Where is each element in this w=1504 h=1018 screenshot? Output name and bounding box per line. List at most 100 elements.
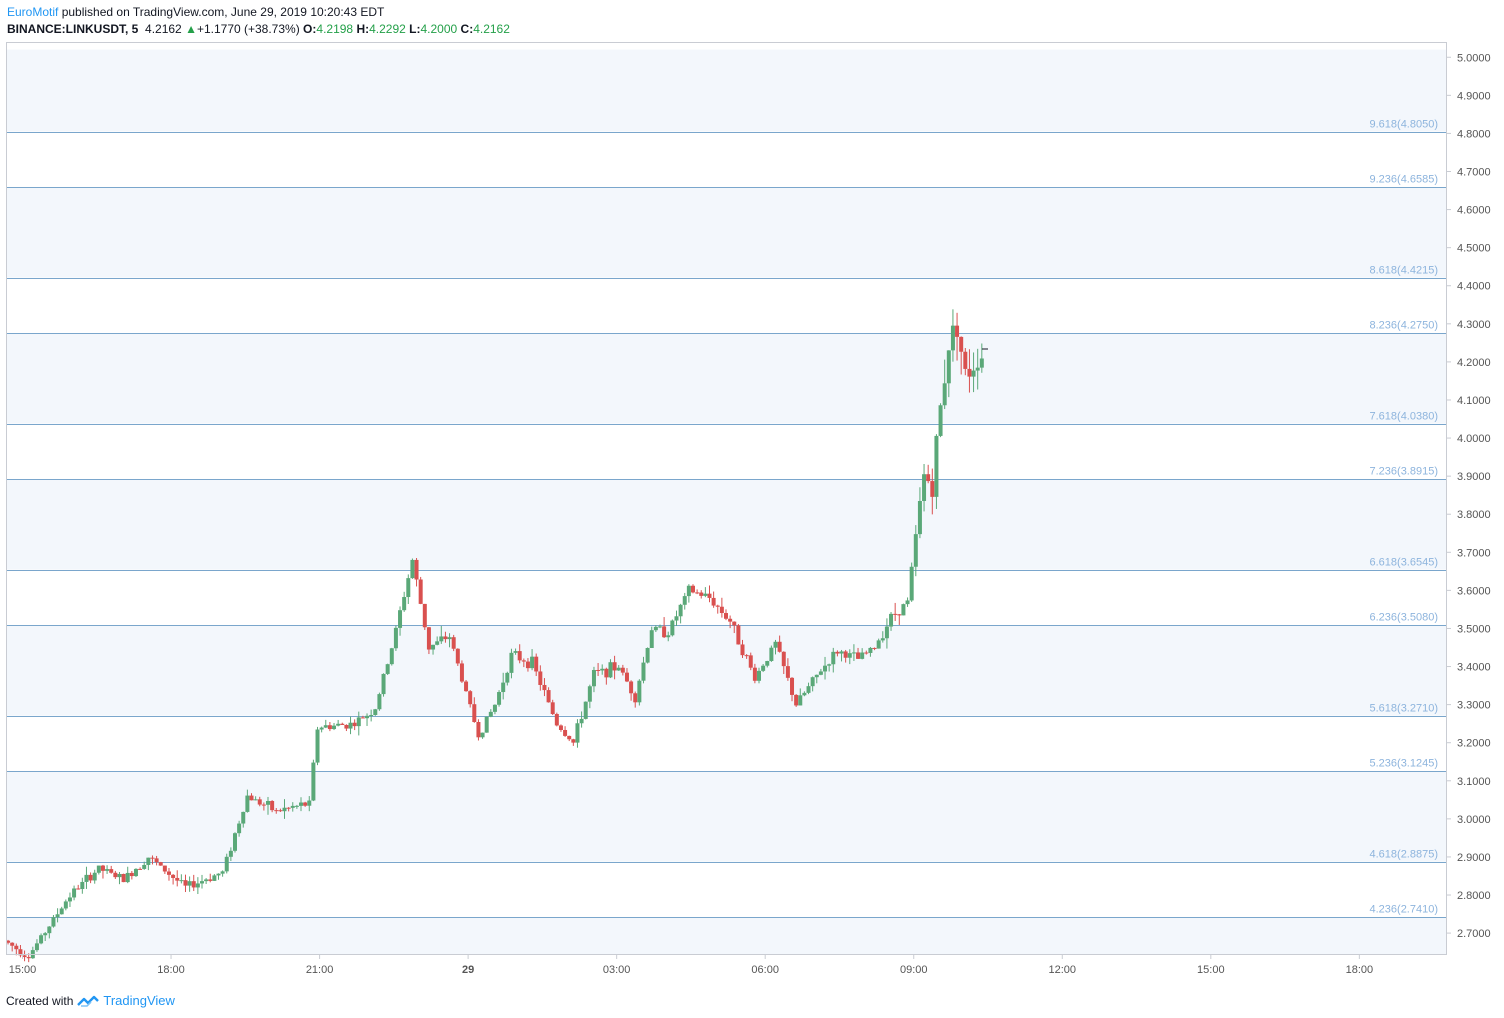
candle-body xyxy=(381,673,386,695)
candle xyxy=(278,808,283,812)
candle-body xyxy=(975,367,980,371)
candle xyxy=(794,694,799,707)
candle xyxy=(530,649,535,671)
candle xyxy=(439,625,444,644)
candle xyxy=(781,651,786,675)
candle-body xyxy=(488,711,493,717)
candle-body xyxy=(451,637,456,649)
candle xyxy=(14,943,19,956)
candle xyxy=(431,644,436,655)
candle xyxy=(327,721,332,732)
candle xyxy=(84,866,89,889)
up-arrow-icon: ▲ xyxy=(185,22,197,36)
candle xyxy=(166,868,171,881)
candle xyxy=(18,944,23,958)
fib-label-7.618: 7.618(4.0380) xyxy=(1370,411,1439,423)
candle xyxy=(290,802,295,812)
candle xyxy=(266,796,271,815)
candle-body xyxy=(497,692,502,705)
candle-body xyxy=(835,651,840,654)
price-axis[interactable]: 2.7000 2.8000 2.9000 3.0000 3.1000 3.2000 3.30… xyxy=(1446,52,1491,940)
candle xyxy=(946,350,951,398)
candle-body xyxy=(117,873,122,878)
high-value: 4.2292 xyxy=(369,22,406,36)
candle xyxy=(806,682,811,695)
candle xyxy=(241,811,246,828)
candle-body xyxy=(332,725,337,730)
candle-body xyxy=(843,651,848,658)
candle-body xyxy=(290,805,295,808)
candle xyxy=(195,877,200,895)
candle-body xyxy=(847,653,852,658)
candle xyxy=(575,719,580,748)
candle xyxy=(171,873,176,885)
candle-body xyxy=(752,667,757,681)
candle xyxy=(315,726,320,766)
candle-body xyxy=(624,672,629,682)
candle xyxy=(435,636,440,646)
symbol-legend: BINANCE:LINKUSDT, 5 4.2162 ▲+1.1770 (+38… xyxy=(7,22,510,36)
candle-body xyxy=(43,933,48,936)
candle-body xyxy=(773,641,778,648)
candle xyxy=(563,726,568,737)
candle-body xyxy=(728,618,733,622)
candle-body xyxy=(204,879,209,882)
candle xyxy=(422,603,427,630)
candle xyxy=(406,574,411,605)
fib-band-0 xyxy=(6,917,1446,954)
author-link[interactable]: EuroMotif xyxy=(7,5,59,19)
candle xyxy=(216,873,221,880)
candle xyxy=(323,719,328,729)
candle-body xyxy=(476,722,481,738)
candle-body xyxy=(897,614,902,616)
candle xyxy=(546,687,551,703)
candle-body xyxy=(171,874,176,878)
candle-body xyxy=(930,481,935,497)
candle-body xyxy=(922,474,927,501)
candle xyxy=(245,789,250,813)
candle-body xyxy=(674,616,679,621)
candle xyxy=(839,649,844,662)
candle xyxy=(410,558,415,579)
candle-body xyxy=(14,945,19,950)
last-price: 4.2162 xyxy=(145,22,182,36)
candle-body xyxy=(18,949,23,956)
candle-body xyxy=(257,799,262,805)
tradingview-brand[interactable]: TradingView xyxy=(103,993,175,1008)
candle-body xyxy=(942,383,947,406)
candle xyxy=(674,610,679,626)
fib-band-2 xyxy=(6,625,1446,716)
candle xyxy=(769,645,774,662)
candle-body xyxy=(868,647,873,653)
candle xyxy=(554,712,559,727)
candle xyxy=(641,656,646,684)
x-tick-label: 29 xyxy=(462,964,474,976)
candle-body xyxy=(851,652,856,654)
time-axis[interactable]: 15:00 18:00 21:00 29 03:00 06:00 09:00 12:00 15:… xyxy=(9,954,1373,976)
candle xyxy=(505,671,510,686)
candle xyxy=(864,650,869,655)
candle-body xyxy=(6,940,11,943)
candle xyxy=(810,676,815,692)
candle-body xyxy=(889,613,894,627)
candle xyxy=(872,647,877,651)
candle xyxy=(365,713,370,726)
candle-body xyxy=(323,725,328,728)
candle-body xyxy=(724,613,728,619)
candle xyxy=(690,584,695,594)
candle-body xyxy=(327,725,332,730)
candle xyxy=(34,939,39,952)
candle-body xyxy=(133,868,138,877)
candle-body xyxy=(695,592,700,594)
candle xyxy=(616,665,621,671)
candle xyxy=(790,677,795,702)
candle-body xyxy=(880,638,885,641)
candle xyxy=(913,525,918,577)
candle-body xyxy=(212,875,217,881)
candle xyxy=(47,926,52,939)
candles xyxy=(6,309,984,963)
candle xyxy=(950,309,955,362)
candle xyxy=(579,711,584,728)
candle xyxy=(728,615,733,629)
